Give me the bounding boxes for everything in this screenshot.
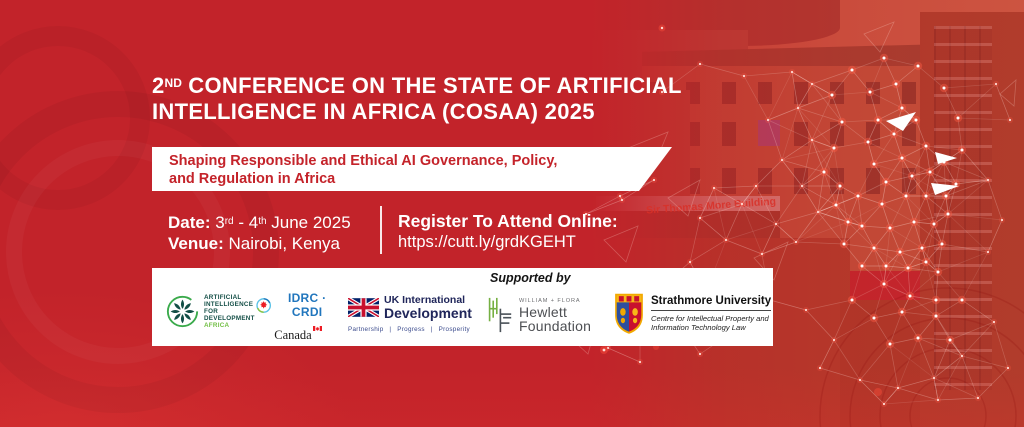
idrc-crdi-logo: IDRC · CRDI Canada (256, 291, 340, 343)
subtitle-ribbon: Shaping Responsible and Ethical AI Gover… (152, 147, 672, 191)
vertical-divider (380, 206, 382, 254)
supported-by-heading: Supported by (490, 271, 571, 285)
ukdev-tagline: Partnership | Progress | Prosperity (348, 326, 470, 333)
hewlett-wordmark: WILLIAM + FLORA Hewlett Foundation (519, 297, 592, 334)
hewlett-monogram-icon (488, 297, 512, 333)
subtitle-line-1: Shaping Responsible and Ethical AI Gover… (169, 153, 558, 169)
ai4d-wordmark: ARTIFICIAL INTELLIGENCE FOR DEVELOPMENT … (204, 294, 255, 329)
ai4d-emblem-icon (166, 295, 199, 328)
canada-wordmark: Canada (256, 326, 340, 343)
ai4d-africa-logo: ARTIFICIAL INTELLIGENCE FOR DEVELOPMENT … (166, 294, 255, 329)
title-line-2: INTELLIGENCE IN AFRICA (COSAA) 2025 (152, 99, 595, 124)
register-block: Register To Attend Online: https://cutt.… (398, 211, 618, 253)
venue-label: Venue: (168, 234, 224, 253)
hewlett-foundation-logo: WILLIAM + FLORA Hewlett Foundation (486, 295, 591, 335)
date-line: Date: 3rd - 4th June 2025 (168, 213, 351, 232)
idrc-wordmark: IDRC · CRDI (287, 291, 327, 319)
sponsor-bar: Supported by ARTIFICIAL INTELLIGENCE FOR… (152, 268, 773, 346)
idrc-emblem-icon (256, 297, 272, 313)
venue-line: Venue: Nairobi, Kenya (168, 234, 340, 253)
title-ordinal: ND (164, 76, 182, 90)
uk-international-development-logo: UK International Development Partnership… (348, 294, 472, 333)
strathmore-university-logo: Strathmore University Centre for Intelle… (613, 291, 772, 335)
ukdev-wordmark: UK International Development (384, 294, 472, 321)
title-line-1: 2ND CONFERENCE ON THE STATE OF ARTIFICIA… (152, 73, 682, 98)
date-label: Date: (168, 213, 211, 232)
conference-title: 2ND CONFERENCE ON THE STATE OF ARTIFICIA… (152, 70, 682, 125)
date-venue-block: Date: 3rd - 4th June 2025 Venue: Nairobi… (168, 211, 351, 254)
subtitle-line-2: and Regulation in Africa (169, 171, 336, 187)
canada-flag-icon (312, 326, 322, 332)
strathmore-wordmark: Strathmore University Centre for Intelle… (651, 294, 772, 332)
register-label: Register To Attend Online: (398, 211, 618, 231)
uk-flag-icon (348, 297, 379, 317)
strathmore-crest-icon (615, 293, 643, 334)
register-url[interactable]: https://cutt.ly/grdKGEHT (398, 233, 576, 251)
